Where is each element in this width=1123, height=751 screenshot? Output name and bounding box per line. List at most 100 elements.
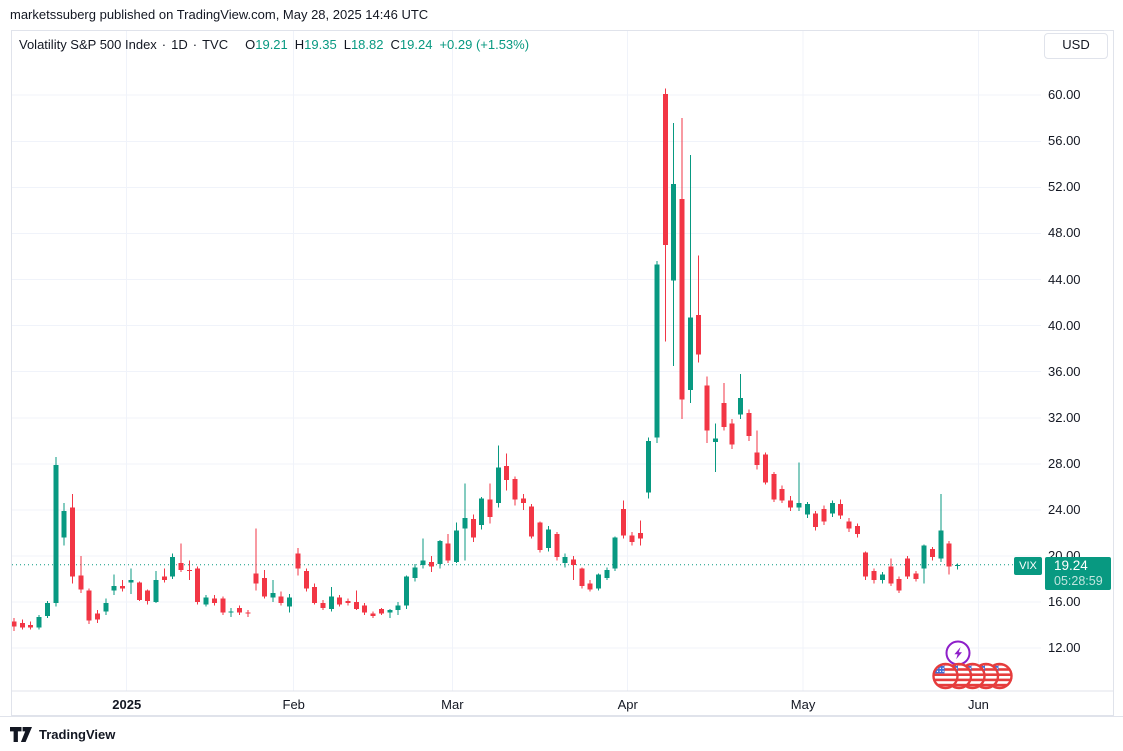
price-tick-label: 28.00: [1048, 455, 1081, 471]
chart-widget: Volatility S&P 500 Index · 1D · TVC O19.21 H19…: [11, 30, 1114, 716]
candle: [403, 576, 409, 606]
currency-button[interactable]: USD: [1044, 33, 1108, 59]
candle: [295, 553, 301, 569]
footer-brand-text: TradingView: [39, 726, 116, 742]
candle: [495, 467, 501, 504]
candle: [562, 557, 568, 563]
price-tick-label: 16.00: [1048, 594, 1081, 610]
candle: [955, 564, 961, 566]
time-tick-label: Feb: [282, 697, 305, 712]
legend-separator: ·: [161, 37, 167, 52]
candle: [103, 603, 109, 612]
candle: [863, 552, 869, 577]
last-price-value: 19.24: [1054, 558, 1088, 573]
candle: [704, 385, 710, 431]
candle: [228, 611, 234, 613]
interval-label: 1D: [171, 37, 188, 52]
candle: [429, 561, 434, 567]
candle: [504, 466, 510, 480]
price-tick-label: 48.00: [1048, 225, 1081, 241]
candle: [838, 504, 844, 516]
high-value: 19.35: [304, 37, 337, 52]
candle: [186, 569, 192, 571]
candle: [328, 596, 334, 609]
candle: [395, 605, 401, 611]
candle: [921, 545, 927, 569]
candle: [320, 603, 326, 608]
candle: [712, 438, 718, 442]
chart-canvas[interactable]: [12, 31, 1113, 715]
close-value: 19.24: [399, 37, 433, 52]
candle: [654, 264, 660, 438]
change-value: +0.29 (+1.53%): [439, 37, 530, 52]
candle: [545, 529, 551, 548]
candle: [829, 503, 835, 514]
candle: [78, 575, 84, 590]
candle: [220, 598, 226, 613]
candle: [821, 508, 827, 522]
price-tick-label: 44.00: [1048, 271, 1081, 287]
candle: [679, 198, 685, 400]
candle: [637, 532, 643, 539]
candle: [612, 537, 618, 569]
candle: [195, 568, 201, 603]
price-tick-label: 60.00: [1048, 87, 1081, 103]
low-value: 18.82: [350, 37, 384, 52]
candle: [771, 474, 777, 500]
candle: [888, 566, 894, 584]
candle: [445, 543, 451, 561]
candle: [938, 530, 944, 559]
candle: [236, 607, 242, 613]
bar-countdown: 05:28:59: [1054, 574, 1103, 588]
open-label: O: [245, 37, 256, 52]
candle: [879, 574, 885, 581]
candle: [696, 315, 702, 355]
time-tick-label: Jun: [967, 697, 989, 712]
candle: [303, 570, 309, 589]
candle: [813, 513, 819, 528]
candle: [128, 580, 134, 583]
lightning-reaction-icon[interactable]: [945, 640, 971, 666]
candle: [520, 498, 526, 504]
candle: [754, 452, 760, 465]
price-tick-label: 32.00: [1048, 409, 1081, 425]
candle: [19, 622, 25, 628]
candle: [253, 573, 259, 584]
candle: [53, 464, 59, 604]
candle: [479, 498, 485, 525]
candle: [913, 573, 919, 580]
time-tick-label: 2025: [112, 697, 142, 712]
price-tick-label: 40.00: [1048, 317, 1081, 333]
candle: [170, 557, 176, 577]
candle: [846, 521, 852, 529]
candle: [621, 508, 627, 536]
candle: [804, 504, 810, 515]
candle: [596, 574, 601, 589]
candle: [779, 489, 785, 501]
candle: [270, 592, 276, 598]
ohlc-values: O19.21 H19.35 L18.82 C19.24 +0.29 (+1.53%): [238, 37, 529, 52]
candle: [554, 534, 560, 558]
high-label: H: [294, 37, 305, 52]
candle: [687, 317, 693, 391]
candle: [629, 535, 635, 543]
candle: [387, 610, 393, 613]
candle: [796, 503, 802, 508]
publish-info-bar: marketssuberg published on TradingView.c…: [0, 0, 1123, 30]
candle: [370, 613, 376, 616]
candle: [646, 440, 652, 493]
us-flag-reaction-icons[interactable]: [932, 662, 1013, 690]
candle: [529, 506, 535, 537]
candle: [470, 519, 476, 538]
candle: [671, 183, 677, 281]
tradingview-logo-icon: [10, 726, 32, 742]
candle: [537, 522, 543, 551]
candle: [854, 526, 860, 535]
candle: [136, 582, 142, 600]
candle: [153, 580, 159, 603]
candle: [262, 577, 267, 597]
candle: [353, 602, 359, 609]
candle: [462, 517, 468, 529]
candle: [61, 511, 67, 538]
